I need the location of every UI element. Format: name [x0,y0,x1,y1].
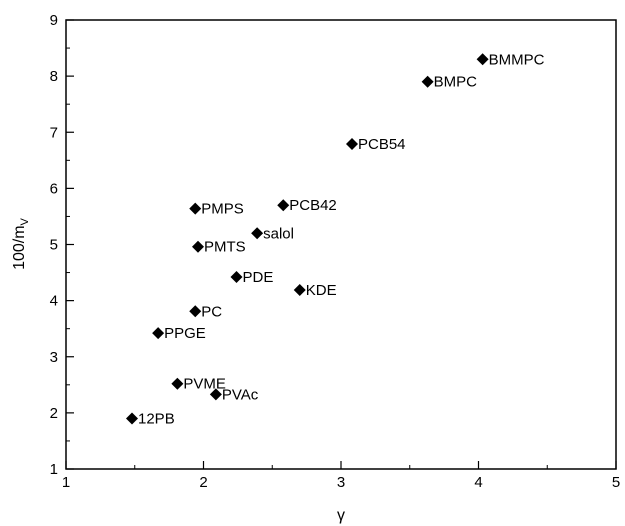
y-tick-label: 3 [50,349,58,366]
y-tick-label: 6 [50,180,58,197]
y-tick-label: 1 [50,461,58,478]
point-label: KDE [306,282,337,299]
x-axis-title: γ [337,507,345,524]
y-tick-label: 7 [50,124,58,141]
diamond-marker [189,202,202,215]
y-tick-label: 9 [50,12,58,29]
diamond-marker [230,271,243,284]
point-label: salol [263,225,294,242]
point-label: PCB42 [289,197,337,214]
diamond-marker [476,53,489,66]
y-axis-title-main: 100/m [11,225,28,269]
point-label: PCB54 [358,136,406,153]
diamond-marker [346,138,358,151]
y-tick-label: 5 [50,237,58,254]
y-tick-label: 2 [50,405,58,422]
diamond-marker [421,75,434,88]
point-label: PDE [243,269,274,286]
point-label: PMPS [201,201,244,218]
diamond-marker [251,227,264,240]
point-label: PVME [183,376,226,393]
diamond-marker [192,240,204,253]
x-tick-label: 2 [199,474,207,491]
point-label: 12PB [138,410,175,427]
diamond-marker [277,199,290,212]
x-tick-label: 1 [62,474,70,491]
diamond-marker [209,388,222,401]
point-label: PMTS [204,239,246,256]
y-axis-title-subscript: V [19,217,31,225]
diamond-marker [189,305,202,318]
x-tick-label: 5 [612,474,620,491]
point-label: BMMPC [489,51,545,68]
y-axis-ticks: 1 2 3 4 5 6 7 8 9 [50,12,74,478]
x-tick-label: 4 [474,474,482,491]
diamond-marker [126,412,138,425]
plot-frame [65,19,617,470]
y-axis-title: 100/mV [11,217,31,269]
diamond-marker [152,327,165,340]
point-label: PVAc [222,386,259,403]
y-tick-label: 4 [50,293,58,310]
y-tick-label: 8 [50,68,58,85]
point-label: BMPC [434,74,478,91]
x-axis-ticks: 1 2 3 4 5 [62,461,620,491]
diamond-marker [293,283,306,296]
x-tick-label: 3 [337,474,345,491]
diamond-marker [171,377,184,390]
point-label: PC [201,303,222,320]
point-label: PPGE [164,325,206,342]
